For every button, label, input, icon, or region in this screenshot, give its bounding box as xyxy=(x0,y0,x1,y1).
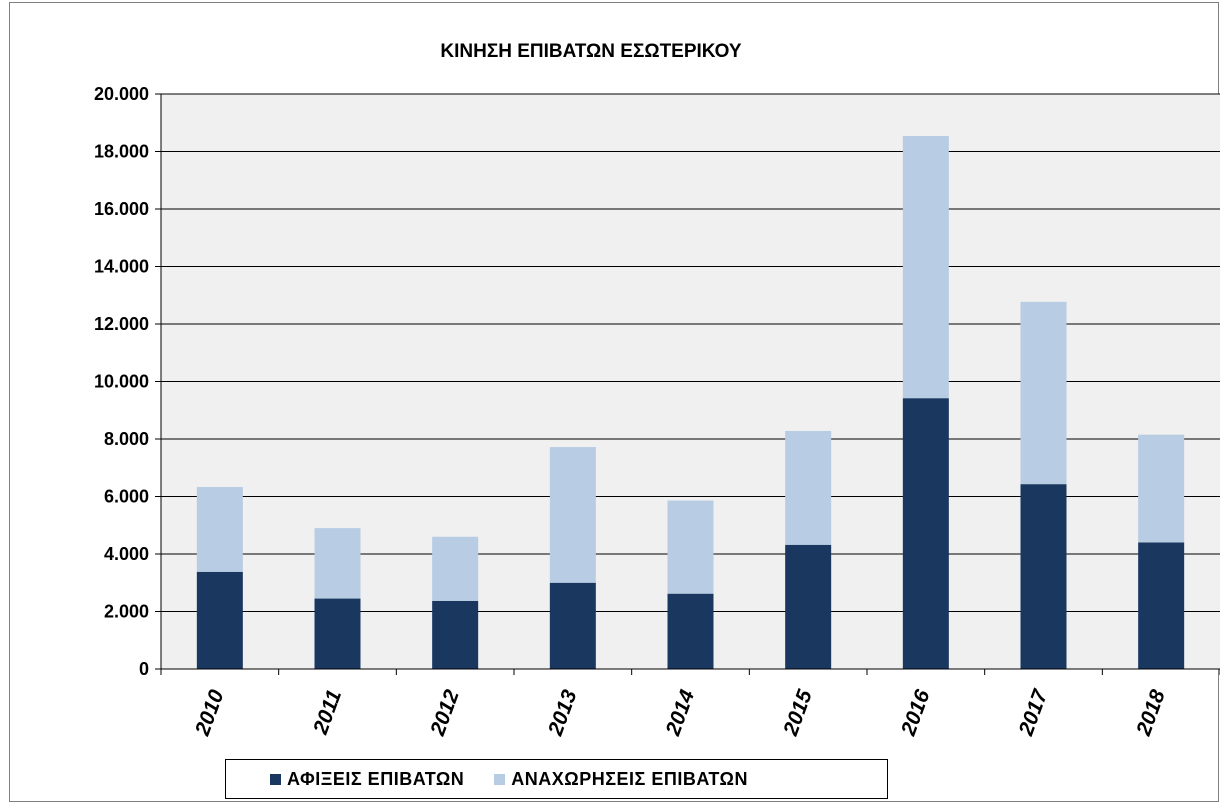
y-tick-labels: 0 2.000 4.000 6.000 8.000 10.000 12.000 14.000 1… xyxy=(94,84,149,679)
bar-departures-2012 xyxy=(432,536,479,601)
y-tick-label: 8.000 xyxy=(104,429,149,449)
bar-departures-2014 xyxy=(667,500,714,594)
chart-title: ΚΙΝΗΣΗ ΕΠΙΒΑΤΩΝ ΕΣΩΤΕΡΙΚΟΥ xyxy=(440,41,742,62)
bar-arrivals-2015 xyxy=(785,544,832,669)
y-tick-label: 4.000 xyxy=(104,544,149,564)
y-tick-label: 18.000 xyxy=(94,142,149,162)
bar-departures-2010 xyxy=(196,487,243,572)
bar-arrivals-2017 xyxy=(1020,484,1067,669)
bar-arrivals-2016 xyxy=(902,398,949,669)
legend-swatch-departures xyxy=(494,773,506,785)
bars xyxy=(196,135,1185,669)
y-tick-label: 10.000 xyxy=(94,372,149,392)
legend-swatch-arrivals xyxy=(270,773,281,785)
bar-arrivals-2014 xyxy=(667,593,714,669)
bar-departures-2015 xyxy=(785,430,832,545)
bar-departures-2011 xyxy=(314,528,361,599)
axes xyxy=(155,93,1220,675)
bar-arrivals-2013 xyxy=(549,582,596,669)
x-tick-label: 2018 xyxy=(1132,687,1170,740)
legend: ΑΦΙΞΕΙΣ ΕΠΙΒΑΤΩΝ ΑΝΑΧΩΡΗΣΕΙΣ ΕΠΙΒΑΤΩΝ xyxy=(225,759,888,799)
x-tick-label: 2015 xyxy=(779,687,817,740)
bar-arrivals-2012 xyxy=(432,600,479,669)
x-tick-label: 2016 xyxy=(897,687,935,740)
x-tick-label: 2013 xyxy=(544,687,582,740)
y-tick-label: 14.000 xyxy=(94,257,149,277)
legend-label-arrivals: ΑΦΙΞΕΙΣ ΕΠΙΒΑΤΩΝ xyxy=(287,768,465,789)
x-tick-labels: 2010 2011 2012 2013 2014 2015 2016 2017 2018 xyxy=(191,686,1170,740)
x-tick-label: 2014 xyxy=(661,687,699,740)
chart-frame: ΚΙΝΗΣΗ ΕΠΙΒΑΤΩΝ ΕΣΩΤΕΡΙΚΟΥ 0 2.000 4.000 6.… xyxy=(9,2,1220,802)
bar-departures-2018 xyxy=(1138,434,1185,543)
x-tick-label: 2010 xyxy=(191,687,229,740)
legend-item-departures: ΑΝΑΧΩΡΗΣΕΙΣ ΕΠΙΒΑΤΩΝ xyxy=(494,769,748,790)
y-tick-label: 16.000 xyxy=(94,199,149,219)
x-tick-label: 2017 xyxy=(1014,686,1052,740)
bar-departures-2016 xyxy=(902,135,949,399)
bar-departures-2013 xyxy=(549,447,596,583)
y-tick-label: 20.000 xyxy=(94,84,149,104)
legend-item-arrivals: ΑΦΙΞΕΙΣ ΕΠΙΒΑΤΩΝ xyxy=(270,769,464,790)
legend-label-departures: ΑΝΑΧΩΡΗΣΕΙΣ ΕΠΙΒΑΤΩΝ xyxy=(511,768,748,789)
bar-arrivals-2010 xyxy=(196,571,243,669)
bar-arrivals-2011 xyxy=(314,598,361,669)
chart-svg: ΚΙΝΗΣΗ ΕΠΙΒΑΤΩΝ ΕΣΩΤΕΡΙΚΟΥ 0 2.000 4.000 6.… xyxy=(94,41,1220,740)
y-tick-label: 12.000 xyxy=(94,314,149,334)
y-tick-label: 2.000 xyxy=(104,602,149,622)
y-tick-label: 6.000 xyxy=(104,487,149,507)
x-tick-label: 2011 xyxy=(309,687,346,738)
bar-arrivals-2018 xyxy=(1138,542,1185,669)
x-tick-label: 2012 xyxy=(426,687,464,740)
bar-departures-2017 xyxy=(1020,301,1067,485)
y-tick-label: 0 xyxy=(139,659,149,679)
